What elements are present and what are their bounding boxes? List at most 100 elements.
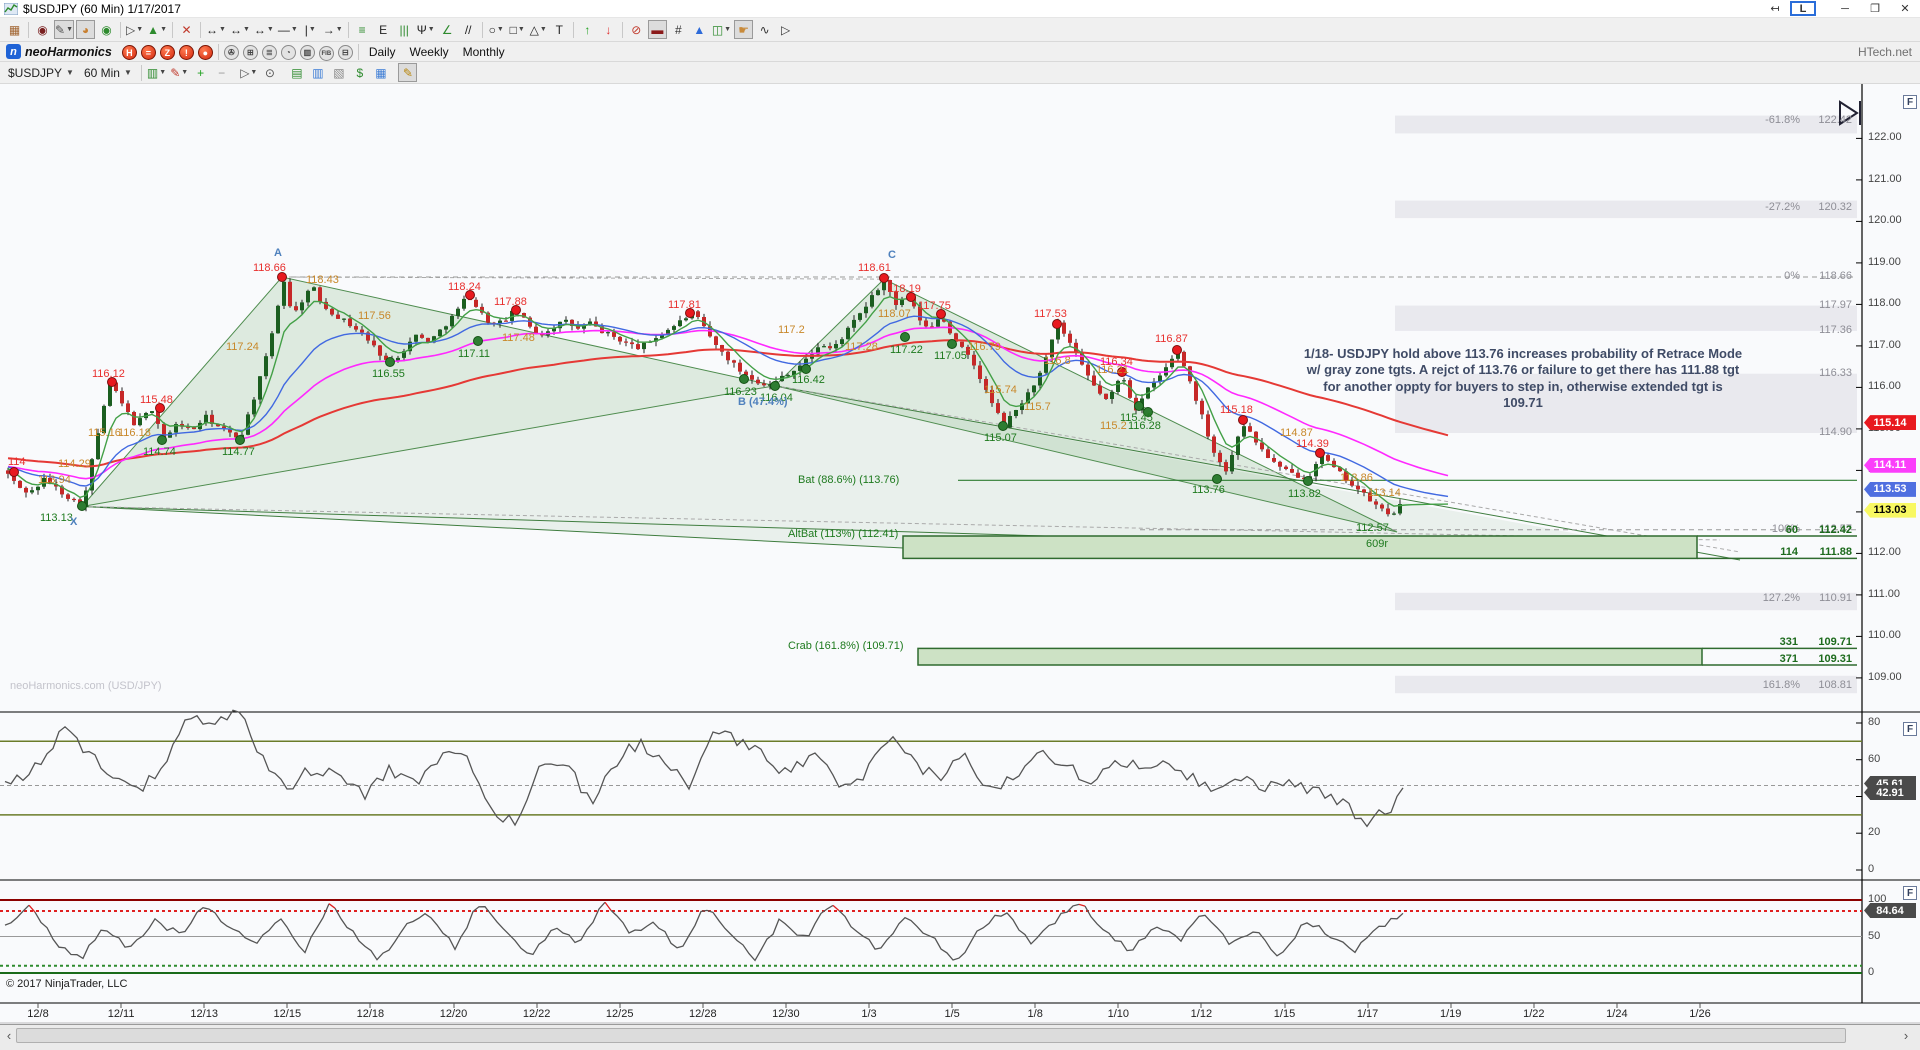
add-indicator-icon[interactable]: + bbox=[197, 65, 205, 80]
instrument-selector[interactable]: $USDJPY ▼ bbox=[8, 65, 74, 80]
remove-indicator-icon[interactable]: − bbox=[218, 65, 226, 80]
triangle-tool-icon[interactable]: △ ▼ bbox=[529, 22, 547, 37]
hlt-icon[interactable]: ≣ bbox=[261, 44, 277, 60]
panel-f-button[interactable]: F bbox=[1903, 886, 1917, 900]
arrow-up-icon[interactable]: ↑ bbox=[584, 22, 591, 37]
alert-icon[interactable]: ! bbox=[178, 45, 194, 60]
panel-f-button[interactable]: F bbox=[1903, 722, 1917, 736]
delete-drawing-icon[interactable]: ✕ bbox=[181, 22, 192, 37]
show-indicator-icon[interactable]: ◉ bbox=[101, 22, 112, 37]
price-tick-label: 111.00 bbox=[1868, 587, 1901, 600]
segment-line-icon[interactable]: ↔ ▼ bbox=[253, 22, 274, 37]
hide-indicator-icon[interactable]: ◉ bbox=[37, 22, 48, 37]
cursor-tool-icon[interactable]: ▷ ▼ bbox=[126, 22, 144, 37]
chevron-down-icon: ▼ bbox=[123, 68, 132, 77]
fib-badge-icon[interactable]: FIB bbox=[318, 46, 334, 62]
expansion-icon[interactable]: ▲ bbox=[693, 22, 706, 37]
restore-button[interactable]: ❐ bbox=[1870, 3, 1880, 15]
minimize-button[interactable]: ─ bbox=[1841, 2, 1849, 15]
level-label: 113.14 bbox=[1368, 487, 1401, 499]
ray-line-icon[interactable]: ↔ ▼ bbox=[206, 22, 226, 37]
price-tag: 113.53 bbox=[1864, 481, 1916, 497]
bars-icon[interactable]: ▥ bbox=[299, 44, 315, 60]
date-axis-label: 12/13 bbox=[190, 1008, 218, 1020]
brush-tool-icon[interactable]: ✎ ▼ bbox=[54, 20, 74, 39]
snapshot-icon[interactable]: ▧ bbox=[333, 65, 345, 80]
swing-high-label: 118.19 bbox=[888, 283, 921, 295]
measure-icon[interactable]: ∿ bbox=[759, 22, 770, 37]
swing-low-dot bbox=[770, 381, 780, 391]
instrument-grid-icon[interactable]: ▦ bbox=[8, 22, 21, 37]
dock-window-icon[interactable]: ↤ bbox=[1770, 3, 1780, 15]
zoom-icon[interactable]: ⊙ bbox=[264, 65, 275, 80]
drawing-tools-icon[interactable]: ✎ ▼ bbox=[170, 65, 189, 80]
trend-line-icon[interactable]: — ▼ bbox=[277, 22, 298, 37]
menu-weekly[interactable]: Weekly bbox=[409, 44, 449, 59]
swing-low-dot bbox=[1134, 401, 1144, 411]
date-axis-label: 1/10 bbox=[1107, 1008, 1130, 1020]
watermark: neoHarmonics.com (USD/JPY) bbox=[10, 680, 162, 692]
chart-toolbar: $USDJPY ▼ 60 Min ▼ ▥ ▼ ✎ ▼ + − ▷ ▼ ⊙ ▤ ▥ ▧ $ ▦ ✎ bbox=[0, 62, 1920, 84]
risk-box-icon[interactable]: ▬ bbox=[647, 20, 667, 39]
neoharmonics-logo-text: neoHarmonics bbox=[25, 44, 112, 59]
scrollbar-thumb[interactable] bbox=[16, 1028, 1846, 1043]
swing-high-dot bbox=[511, 305, 521, 315]
account-icon[interactable]: $ bbox=[356, 65, 364, 80]
no-pencil-icon[interactable]: ⊘ bbox=[631, 22, 642, 37]
zigzag-icon[interactable]: Z bbox=[159, 45, 175, 60]
chart-style-icon[interactable]: ▥ ▼ bbox=[146, 65, 167, 80]
hand-cursor-icon[interactable]: ☛ bbox=[734, 20, 754, 39]
level-label: 115.7 bbox=[1024, 401, 1051, 413]
arrow-line-icon[interactable]: → ▼ bbox=[322, 22, 343, 37]
interval-selector[interactable]: 60 Min ▼ bbox=[83, 65, 132, 80]
fib-time-icon[interactable]: ||| bbox=[399, 22, 409, 37]
grid-icon[interactable]: ⊞ bbox=[242, 44, 258, 60]
swing-high-label: 117.81 bbox=[668, 299, 701, 311]
vertical-line-icon[interactable]: | ▼ bbox=[304, 22, 316, 37]
level-label: 115.16 bbox=[88, 427, 121, 439]
menu-monthly[interactable]: Monthly bbox=[462, 44, 505, 59]
text-tool-icon[interactable]: T bbox=[555, 22, 563, 37]
xabcd-label: A bbox=[274, 247, 282, 259]
rectangle-tool-icon[interactable]: □ ▼ bbox=[509, 22, 525, 37]
fib-extension-icon[interactable]: E bbox=[379, 22, 388, 37]
menu-daily[interactable]: Daily bbox=[368, 44, 396, 59]
candlestick-icon[interactable]: ◫ ▼ bbox=[711, 22, 732, 37]
pattern-tool-icon[interactable]: ▲ ▼ bbox=[147, 22, 167, 37]
parallel-channel-icon[interactable]: // bbox=[464, 22, 472, 37]
fib-level-label: 114.90 bbox=[1819, 426, 1852, 438]
pitchfork-icon[interactable]: Ψ ▼ bbox=[416, 22, 435, 37]
chart-annotation: 1/18- USDJPY hold above 113.76 increases… bbox=[1303, 346, 1743, 410]
ellipse-tool-icon[interactable]: ○ ▼ bbox=[488, 22, 504, 37]
fib-retracement-icon[interactable]: ≡ bbox=[358, 22, 366, 37]
harmonic-h-icon[interactable]: H bbox=[121, 45, 137, 60]
pencil-highlight-icon[interactable]: ✎ bbox=[398, 63, 418, 82]
scroll-left-icon[interactable]: ‹ bbox=[6, 1028, 12, 1043]
pointer-icon[interactable]: ▷ ▼ bbox=[240, 65, 258, 80]
scroll-right-icon[interactable]: › bbox=[1903, 1028, 1909, 1043]
layout-button[interactable]: L bbox=[1790, 1, 1816, 16]
extended-line-icon[interactable]: ↔ ▼ bbox=[229, 22, 250, 37]
arrow-down-icon[interactable]: ↓ bbox=[605, 22, 612, 37]
swing-high-label: 117.53 bbox=[1034, 308, 1067, 320]
pattern-fill-wedge bbox=[82, 385, 1697, 556]
pattern-fill-xab bbox=[80, 276, 776, 508]
replay-icon[interactable]: ▷ bbox=[780, 22, 791, 37]
indicator-value-tag: 84.64 bbox=[1864, 903, 1916, 918]
close-button[interactable]: ✕ bbox=[1900, 3, 1910, 15]
data-box-icon[interactable]: ▤ bbox=[291, 65, 303, 80]
horizontal-scrollbar[interactable]: ‹ › bbox=[0, 1024, 1920, 1050]
camera-icon[interactable]: ● bbox=[197, 45, 213, 60]
h-grid-icon[interactable]: ⊟ bbox=[337, 44, 353, 60]
panel-f-button[interactable]: F bbox=[1903, 95, 1917, 109]
clock-icon[interactable]: ◔ bbox=[280, 44, 296, 60]
toolbar-separator bbox=[200, 21, 201, 38]
gann-fan-icon[interactable]: ∠ bbox=[441, 22, 453, 37]
paperclip-icon[interactable]: ✇ bbox=[223, 44, 239, 60]
copyright: © 2017 NinjaTrader, LLC bbox=[6, 978, 128, 990]
palette-icon[interactable]: ◕ bbox=[76, 20, 95, 39]
price-counter-icon[interactable]: # bbox=[674, 22, 682, 37]
chart-trader-icon[interactable]: ▥ bbox=[312, 65, 324, 80]
equal-levels-icon[interactable]: = bbox=[140, 45, 156, 60]
properties-icon[interactable]: ▦ bbox=[375, 65, 387, 80]
